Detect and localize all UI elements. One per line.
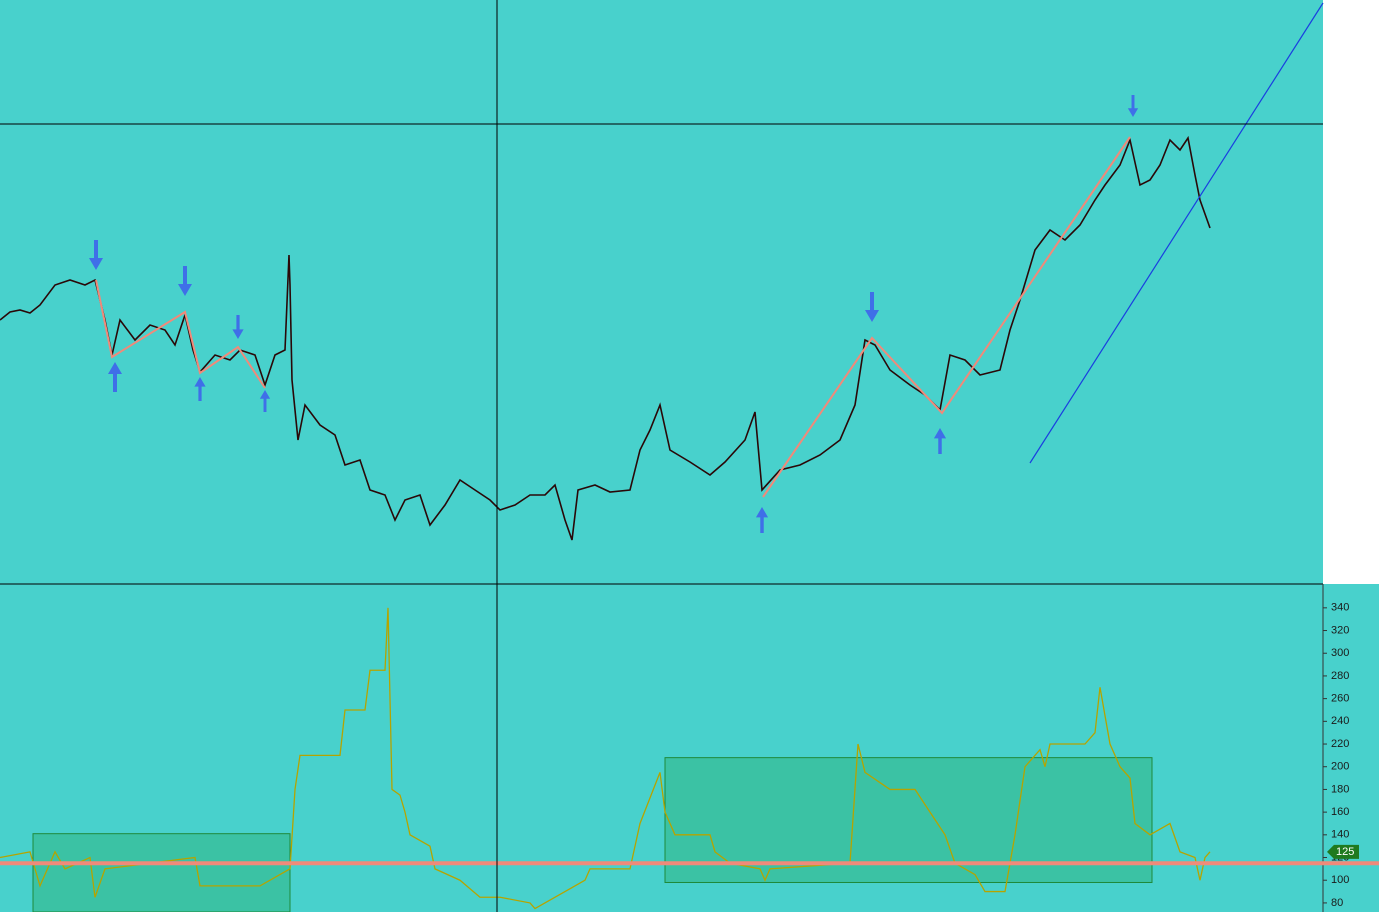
zone bbox=[32, 833, 291, 912]
y-tick-label: 220 bbox=[1331, 738, 1349, 750]
arrow-down bbox=[1127, 95, 1139, 117]
arrow-down bbox=[89, 240, 103, 270]
y-tick-label: 140 bbox=[1331, 829, 1349, 841]
arrow-up bbox=[933, 428, 947, 454]
value-badge bbox=[1327, 844, 1359, 859]
zigzag bbox=[762, 136, 1131, 498]
value-badge-label: 125 bbox=[1336, 846, 1354, 858]
y-tick-label: 180 bbox=[1331, 783, 1349, 795]
y-tick-label: 300 bbox=[1331, 647, 1349, 659]
y-tick-label: 80 bbox=[1331, 897, 1343, 909]
arrow-up bbox=[108, 362, 122, 392]
price-line bbox=[0, 135, 1211, 541]
y-tick-label: 340 bbox=[1331, 602, 1349, 614]
y-tick-label: 280 bbox=[1331, 670, 1349, 682]
y-tick-label: 160 bbox=[1331, 806, 1349, 818]
y-tick-label: 100 bbox=[1331, 874, 1349, 886]
indicator-line bbox=[0, 607, 1211, 910]
y-tick-label: 260 bbox=[1331, 693, 1349, 705]
y-tick-label: 320 bbox=[1331, 624, 1349, 636]
y-tick-label: 200 bbox=[1331, 761, 1349, 773]
price-axis-area bbox=[1323, 0, 1379, 584]
y-tick-label: 240 bbox=[1331, 715, 1349, 727]
arrow-up bbox=[755, 507, 769, 533]
arrow-up bbox=[259, 390, 271, 412]
indicator-pane: 8010012014016018020022024026028030032034… bbox=[0, 602, 1379, 912]
price-pane bbox=[0, 0, 1379, 584]
arrow-down bbox=[865, 292, 879, 322]
arrow-down bbox=[232, 315, 244, 339]
arrow-up bbox=[194, 377, 206, 401]
zigzag bbox=[95, 279, 266, 389]
arrow-down bbox=[178, 266, 192, 296]
trend-line bbox=[1029, 2, 1324, 464]
